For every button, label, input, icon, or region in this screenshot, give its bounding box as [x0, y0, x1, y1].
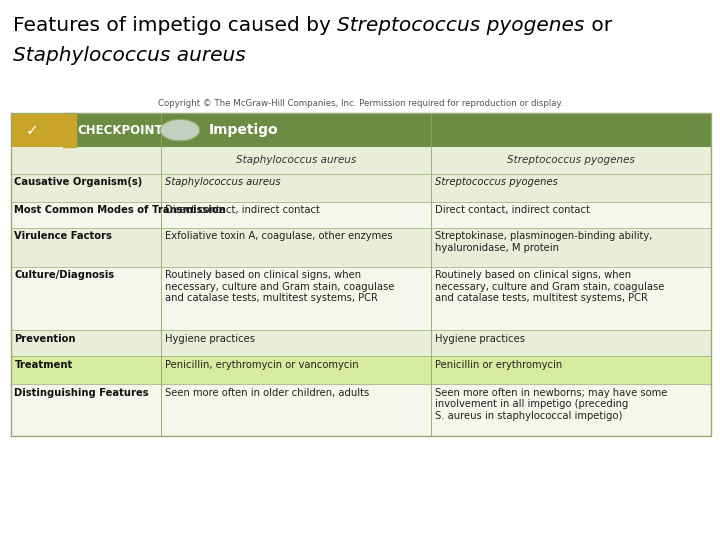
Text: Treatment: Treatment	[14, 360, 73, 370]
Text: Exfoliative toxin A, coagulase, other enzymes: Exfoliative toxin A, coagulase, other en…	[165, 231, 392, 241]
Text: Penicillin or erythromycin: Penicillin or erythromycin	[435, 360, 562, 370]
Text: Streptococcus pyogenes: Streptococcus pyogenes	[337, 16, 585, 35]
Text: Seen more often in newborns; may have some
involvement in all impetigo (precedin: Seen more often in newborns; may have so…	[435, 388, 667, 421]
Text: Streptokinase, plasminogen-binding ability,
hyaluronidase, M protein: Streptokinase, plasminogen-binding abili…	[435, 231, 652, 253]
Text: Routinely based on clinical signs, when
necessary, culture and Gram stain, coagu: Routinely based on clinical signs, when …	[435, 270, 664, 303]
Text: Staphylococcus aureus: Staphylococcus aureus	[165, 177, 281, 187]
Bar	[11, 330, 711, 356]
Text: Direct contact, indirect contact: Direct contact, indirect contact	[165, 205, 320, 215]
Text: Hygiene practices: Hygiene practices	[435, 334, 525, 344]
Text: Routinely based on clinical signs, when
necessary, culture and Gram stain, coagu: Routinely based on clinical signs, when …	[165, 270, 395, 303]
Bar	[11, 174, 711, 202]
Text: ✓: ✓	[26, 123, 39, 138]
Bar	[11, 202, 711, 228]
Text: or: or	[585, 16, 612, 35]
Text: Penicillin, erythromycin or vancomycin: Penicillin, erythromycin or vancomycin	[165, 360, 359, 370]
Text: Staphylococcus aureus: Staphylococcus aureus	[236, 156, 356, 165]
Bar	[11, 384, 711, 436]
Text: Copyright © The McGraw-Hill Companies, Inc. Permission required for reproduction: Copyright © The McGraw-Hill Companies, I…	[158, 99, 562, 108]
Text: Most Common Modes of Transmission: Most Common Modes of Transmission	[14, 205, 226, 215]
Text: Streptococcus pyogenes: Streptococcus pyogenes	[508, 156, 635, 165]
Text: Direct contact, indirect contact: Direct contact, indirect contact	[435, 205, 590, 215]
Bar	[11, 147, 711, 174]
Text: CHECKPOINT: CHECKPOINT	[78, 124, 163, 137]
Polygon shape	[63, 113, 76, 147]
Ellipse shape	[160, 119, 200, 141]
Text: Hygiene practices: Hygiene practices	[165, 334, 255, 344]
Text: Distinguishing Features: Distinguishing Features	[14, 388, 149, 398]
Bar	[11, 228, 711, 267]
Text: Features of impetigo caused by: Features of impetigo caused by	[13, 16, 337, 35]
Bar	[11, 113, 72, 147]
Text: Staphylococcus aureus: Staphylococcus aureus	[13, 46, 246, 65]
Text: Seen more often in older children, adults: Seen more often in older children, adult…	[165, 388, 369, 398]
Text: Streptococcus pyogenes: Streptococcus pyogenes	[435, 177, 557, 187]
Bar	[11, 267, 711, 330]
Text: Virulence Factors: Virulence Factors	[14, 231, 112, 241]
Bar	[11, 113, 711, 147]
Text: Culture/Diagnosis: Culture/Diagnosis	[14, 270, 114, 280]
Text: Causative Organism(s): Causative Organism(s)	[14, 177, 143, 187]
Text: Impetigo: Impetigo	[209, 123, 279, 137]
Bar	[11, 356, 711, 384]
Text: Prevention: Prevention	[14, 334, 76, 344]
